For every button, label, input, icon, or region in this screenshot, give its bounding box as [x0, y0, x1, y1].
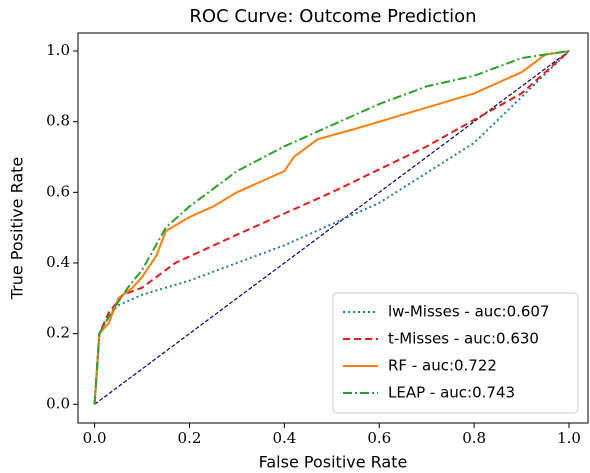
x-tick-label: 0.2: [178, 429, 202, 447]
y-tick-label: 0.8: [46, 112, 70, 130]
x-tick-label: 0.0: [83, 429, 107, 447]
y-tick-label: 0.4: [46, 253, 70, 271]
roc-curve: [93, 50, 570, 405]
x-tick-label: 0.4: [272, 429, 296, 447]
legend: lw-Misses - auc:0.607 t-Misses - auc:0.63…: [332, 292, 579, 414]
x-tick-label: 0.8: [462, 429, 486, 447]
plot-frame: [77, 32, 589, 424]
legend-label: RF - auc:0.722: [388, 357, 497, 375]
reference-line: [94, 50, 570, 405]
chart-title: ROC Curve: Outcome Prediction: [189, 6, 476, 27]
y-tick-label: 0.0: [46, 394, 70, 412]
x-axis-label: False Positive Rate: [259, 453, 408, 472]
legend-box: [332, 292, 579, 414]
y-tick-label: 1.0: [46, 41, 70, 59]
legend-label: LEAP - auc:0.743: [388, 384, 515, 402]
roc-curve: [93, 50, 570, 405]
x-tick-label: 1.0: [557, 429, 581, 447]
y-tick-label: 0.6: [46, 182, 70, 200]
y-axis-label: True Positive Rate: [8, 157, 27, 301]
legend-label: t-Misses - auc:0.630: [388, 330, 539, 348]
x-tick-label: 0.6: [367, 429, 391, 447]
legend-label: lw-Misses - auc:0.607: [388, 303, 550, 321]
y-tick-label: 0.2: [46, 324, 70, 342]
